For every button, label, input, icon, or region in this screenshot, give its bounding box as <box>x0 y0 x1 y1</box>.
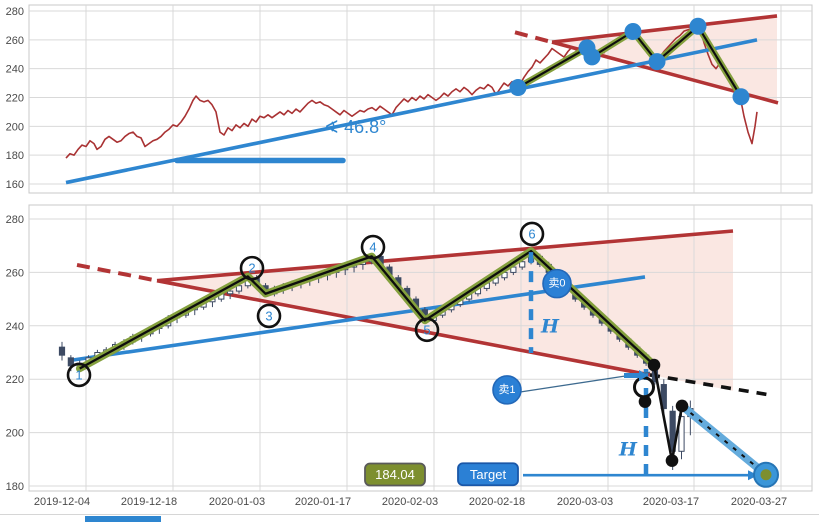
breakdown-dot[interactable] <box>665 454 679 467</box>
top-y-tick-label: 240 <box>6 64 24 76</box>
top-upper-trendline <box>551 14 778 44</box>
top-resistance-dashed-extension <box>514 30 553 45</box>
x-axis-date-label: 2020-02-18 <box>469 496 525 508</box>
bottom-support-dashed-extension <box>76 262 158 283</box>
wave-number-label: 2 <box>248 261 255 276</box>
bottom-y-tick-label: 180 <box>6 481 24 493</box>
target-box-label: Target <box>470 467 507 482</box>
bottom-y-tick-label: 280 <box>6 214 24 226</box>
wave-number-label: 5 <box>423 322 430 337</box>
candle-body <box>58 346 66 356</box>
top-y-tick-label: 200 <box>6 121 24 133</box>
top-y-tick-label: 180 <box>6 150 24 162</box>
x-axis-date-label: 2019-12-18 <box>121 496 177 508</box>
wave-number-label: 3 <box>265 308 272 323</box>
wave-number-circle[interactable] <box>360 234 386 260</box>
footer-blue-strip <box>85 516 161 522</box>
top-wave-point-dot[interactable] <box>624 22 642 40</box>
sell-marker-label: 卖0 <box>548 277 565 290</box>
trendline-black-dashed-projection <box>649 373 771 397</box>
candle-body <box>519 261 526 268</box>
breakdown-dot[interactable] <box>675 399 689 413</box>
x-axis-date-label: 2020-01-17 <box>295 496 351 508</box>
sell-arrowhead-icon <box>639 369 648 381</box>
measured-move-h-label: H <box>540 315 560 337</box>
angle-value-label: ∢ 46.8° <box>324 117 386 137</box>
price-target-value-box[interactable] <box>364 462 426 487</box>
bottom-wave-core <box>79 249 656 370</box>
bottom-y-tick-label: 240 <box>6 321 24 333</box>
measured-move-h-label: H <box>618 438 638 460</box>
wave-number-label: 6 <box>528 226 535 241</box>
wave-number-circle[interactable] <box>519 221 545 247</box>
target-dot-core <box>760 469 772 481</box>
top-y-tick-label: 280 <box>6 6 24 18</box>
top-y-tick-label: 260 <box>6 35 24 47</box>
top-wave-point-dot[interactable] <box>648 53 666 71</box>
wave-number-circle[interactable] <box>66 362 92 388</box>
x-axis-date-label: 2020-01-03 <box>209 496 265 508</box>
candle-body <box>227 290 234 295</box>
wave-number-circle[interactable] <box>239 255 265 281</box>
bottom-y-tick-label: 260 <box>6 267 24 279</box>
x-axis-date-label: 2019-12-04 <box>34 496 90 508</box>
top-wave-point-dot[interactable] <box>509 79 527 97</box>
target-box[interactable] <box>457 462 519 487</box>
wave-number-label: 1 <box>75 367 82 382</box>
sell-marker-circle[interactable] <box>542 268 572 299</box>
x-axis-date-label: 2020-02-03 <box>382 496 438 508</box>
bottom-lower-trendline <box>156 278 651 377</box>
wave-number-circle[interactable] <box>414 317 440 343</box>
projection-arrow-band <box>678 401 767 477</box>
target-arrowhead-icon <box>748 470 758 481</box>
price-target-value-label: 184.04 <box>375 467 415 482</box>
x-axis-date-label: 2020-03-03 <box>557 496 613 508</box>
sell-marker-circle[interactable] <box>492 375 522 405</box>
breakdown-dot[interactable] <box>647 358 661 372</box>
bottom-y-tick-label: 200 <box>6 428 24 440</box>
wave-number-label: 4 <box>369 240 376 255</box>
bottom-upper-trendline <box>156 229 734 283</box>
wave-number-circle[interactable] <box>256 303 282 329</box>
candle-body <box>678 416 685 452</box>
top-wave-point-dot[interactable] <box>583 48 601 66</box>
candle-body <box>235 285 243 292</box>
x-axis-date-label: 2020-03-17 <box>643 496 699 508</box>
top-y-tick-label: 220 <box>6 93 24 105</box>
top-wave-point-dot[interactable] <box>689 17 707 35</box>
x-axis-date-label: 2020-03-27 <box>731 496 787 508</box>
breakdown-dot[interactable] <box>638 395 652 408</box>
bottom-y-tick-label: 220 <box>6 374 24 386</box>
top-y-tick-label: 160 <box>6 179 24 191</box>
top-wave-point-dot[interactable] <box>732 88 750 106</box>
sell-marker-label: 卖1 <box>498 383 515 396</box>
